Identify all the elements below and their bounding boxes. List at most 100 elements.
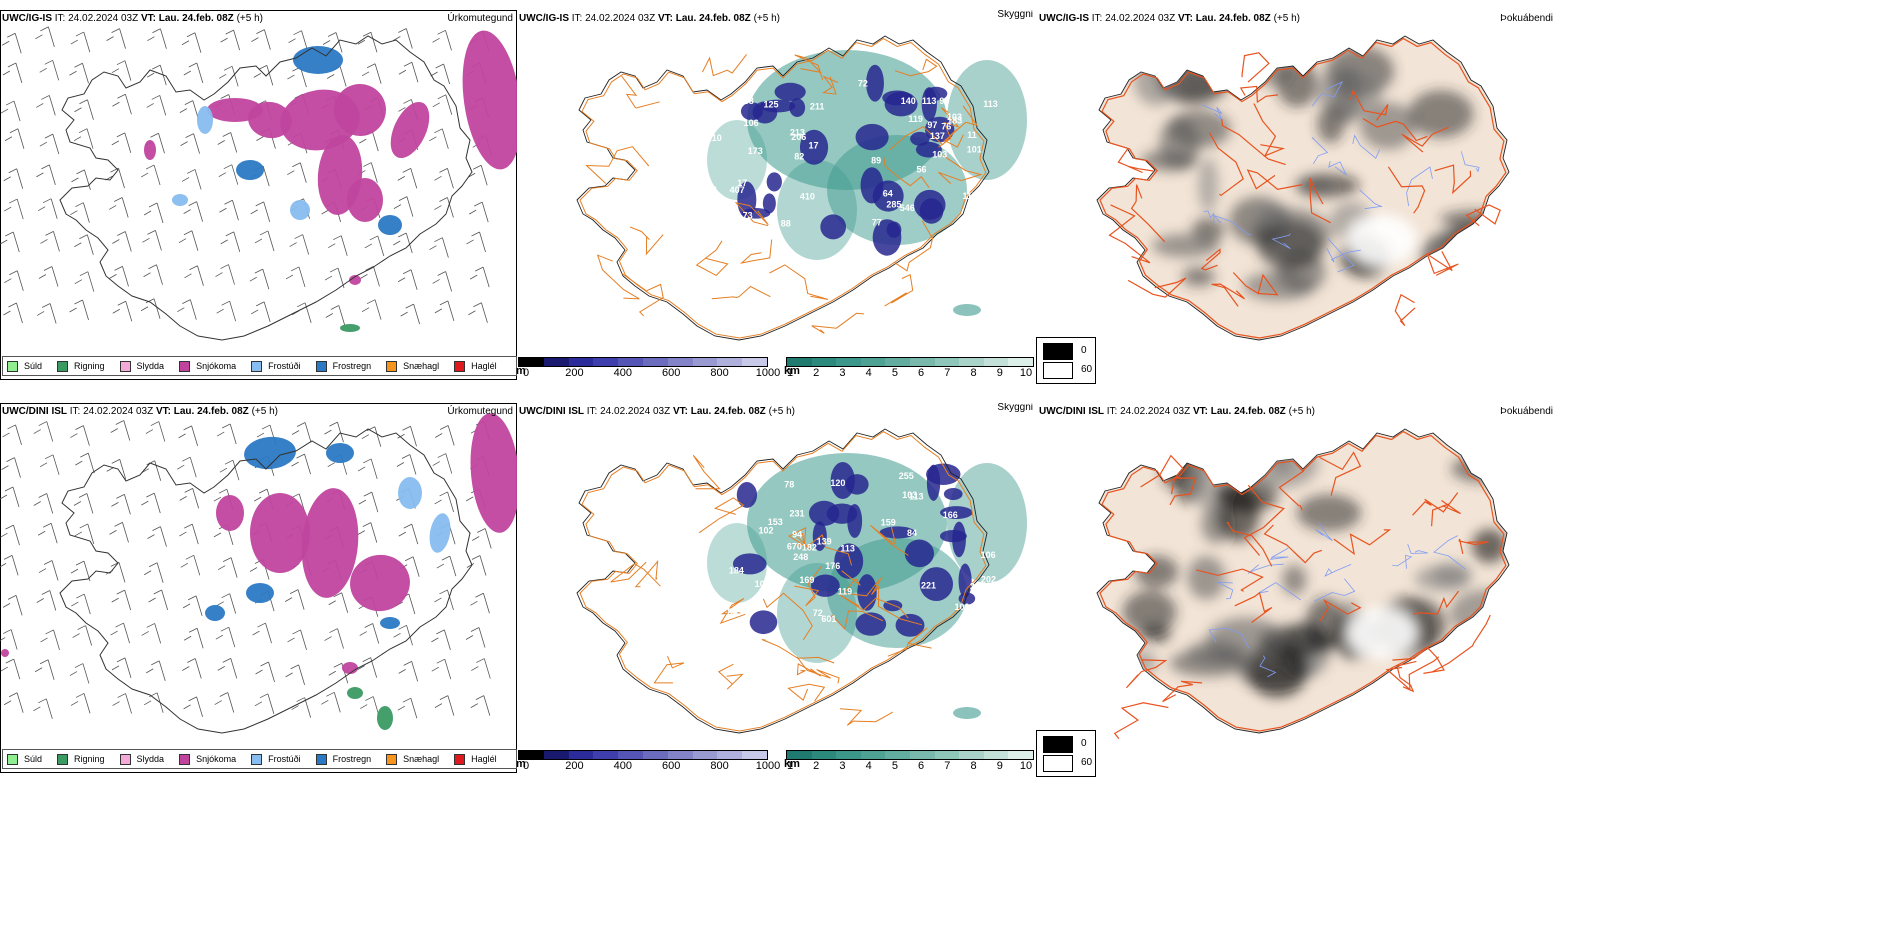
wind-barb — [71, 169, 91, 190]
road-line — [1211, 283, 1246, 307]
precip-area — [380, 617, 400, 629]
cloud-base-label: 202 — [981, 575, 996, 585]
road-line — [795, 534, 853, 566]
low-cloud-area — [736, 482, 758, 508]
fog-area — [1282, 564, 1307, 595]
fog-area — [1187, 555, 1226, 600]
wind-barb — [111, 493, 131, 515]
road-line — [1458, 538, 1489, 555]
colorbar-cell — [983, 751, 1009, 759]
river-line — [1247, 563, 1284, 574]
cloud-base-label: 183 — [947, 116, 962, 126]
wind-barb — [37, 522, 58, 544]
road-line — [889, 125, 958, 151]
road-line — [629, 226, 664, 256]
cloud-base-label: 211 — [810, 102, 825, 112]
cloud-base-label: 176 — [825, 561, 840, 571]
cloud-base-label: 337 — [975, 192, 990, 202]
fog-legend-row2: 0 60 — [1036, 730, 1096, 777]
wind-barb — [140, 298, 161, 319]
colorbar-cell — [519, 358, 544, 366]
low-cloud-area — [855, 612, 887, 636]
wind-barb — [322, 32, 343, 53]
precip-legend-item: Snæhagl — [386, 360, 439, 372]
precip-area — [350, 554, 410, 612]
wind-barb — [74, 271, 95, 292]
wind-barb — [220, 29, 241, 51]
wind-barb — [218, 65, 239, 87]
precip-legend-item: Haglél — [454, 753, 497, 765]
colorbar-tick: 1 — [786, 367, 794, 379]
colorbar-tick: 5 — [891, 367, 898, 379]
wind-barb — [468, 302, 488, 323]
wind-barb — [39, 454, 60, 475]
low-visibility-area — [707, 120, 767, 200]
clear-area — [1347, 214, 1417, 266]
fog-area — [1317, 105, 1345, 144]
precip-type-panel-row2: UWC/DINI ISL IT: 24.02.2024 03Z VT: Lau.… — [0, 403, 517, 773]
road-line — [943, 105, 979, 148]
low-cloud-area — [812, 521, 827, 552]
wind-barb — [364, 235, 385, 257]
wind-barb — [216, 593, 237, 614]
low-cloud-area — [872, 180, 904, 212]
cloud-base-label: 169 — [799, 575, 814, 585]
cloud-base-label: 113 — [983, 99, 998, 109]
precip-area — [290, 200, 310, 220]
road-line — [1162, 680, 1203, 703]
precip-legend-item: Frostúði — [251, 360, 301, 372]
low-cloud-area — [926, 463, 961, 485]
wind-barb — [0, 100, 21, 122]
river-line — [1311, 81, 1344, 107]
river-line — [1352, 134, 1380, 159]
river-line — [1217, 581, 1234, 600]
wind-barb — [70, 202, 90, 223]
cloud-base-label: 97 — [927, 120, 937, 130]
river-line — [1418, 674, 1454, 688]
river-line — [1311, 137, 1329, 165]
road-line — [761, 639, 835, 664]
road-line — [692, 454, 721, 490]
colorbar-tick: 6 — [918, 367, 925, 379]
road-line — [695, 240, 729, 277]
legend-swatch — [119, 360, 131, 372]
wind-barb — [106, 28, 126, 49]
colorbar-cell — [836, 751, 861, 759]
wind-barb — [251, 29, 271, 50]
cloud-base-label: 103 — [932, 150, 947, 160]
wind-barb — [325, 305, 346, 326]
precip-area — [347, 178, 383, 222]
visibility-colorbar-row2: 1 2 3 4 5 6 7 8 9 10 km — [784, 750, 1034, 772]
road-line — [870, 525, 909, 556]
fog-panel-row2: UWC/DINI ISL IT: 24.02.2024 03Z VT: Lau.… — [1037, 403, 1557, 773]
fog-area — [1297, 174, 1334, 197]
legend-label: Haglél — [471, 361, 497, 371]
low-cloud-area — [958, 563, 972, 598]
colorbar-tick: 4 — [865, 760, 872, 772]
cloud-base-label: 213 — [790, 128, 805, 138]
cloud-base-label: 285 — [886, 200, 901, 210]
colorbar-cell — [885, 751, 910, 759]
cloud-base-label: 94 — [792, 529, 802, 539]
precip-panel-title: Úrkomutegund — [447, 13, 513, 24]
wind-barb — [361, 426, 382, 447]
wind-barb — [285, 664, 306, 685]
colorbar-cell — [692, 358, 718, 366]
wind-barb — [70, 693, 91, 714]
wind-barb — [40, 629, 60, 651]
road-line — [1127, 277, 1187, 298]
river-line — [1326, 248, 1361, 263]
cloud-base-label: 184 — [729, 565, 744, 575]
colorbar-cell — [811, 358, 837, 366]
wind-barb — [177, 456, 197, 478]
legend-swatch — [179, 360, 191, 372]
colorbar-cell — [742, 358, 767, 366]
colorbar-tick: 8 — [970, 367, 977, 379]
cloud-base-label: 102 — [759, 525, 774, 535]
colorbar-cell — [787, 358, 812, 366]
wind-barb — [431, 629, 451, 650]
wind-barb — [216, 300, 237, 322]
wind-barb — [3, 302, 23, 324]
wind-barb — [432, 271, 453, 292]
visibility-colorbar-row1: 1 2 3 4 5 6 7 8 9 10 km — [784, 357, 1034, 379]
